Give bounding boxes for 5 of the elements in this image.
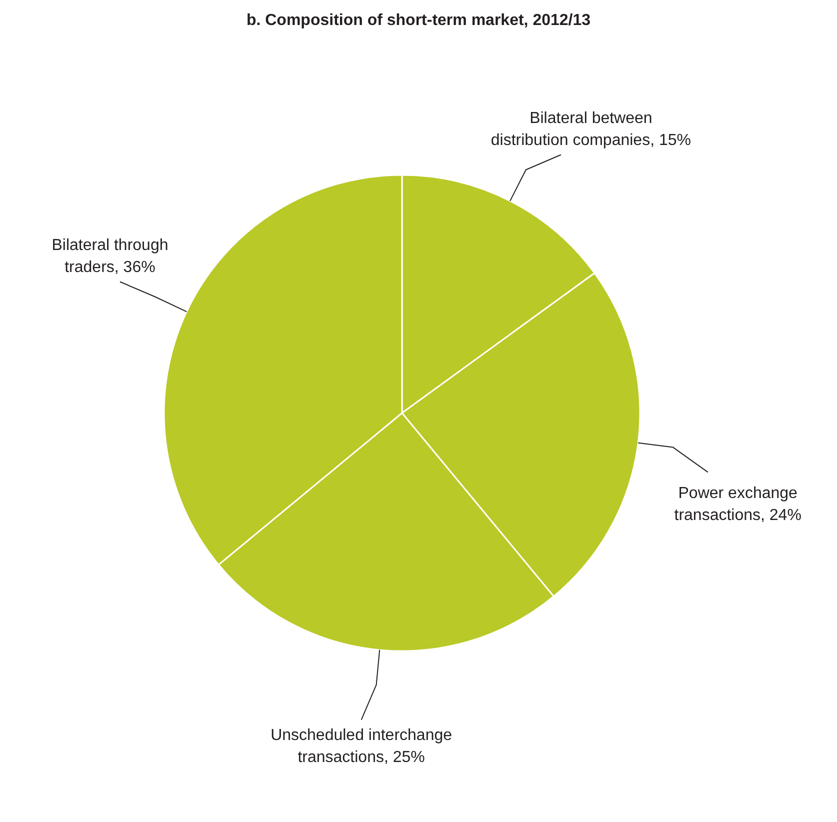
chart-title: b. Composition of short-term market, 2012/13 [245,11,592,31]
slice-label: Unscheduled interchange transactions, 25% [270,726,452,766]
slice-label: Bilateral between distribution companies, 15% [490,110,691,149]
slice-label: Bilateral through traders, 36% [52,236,168,276]
slice-label: Power exchange transactions, 24% [674,485,802,524]
